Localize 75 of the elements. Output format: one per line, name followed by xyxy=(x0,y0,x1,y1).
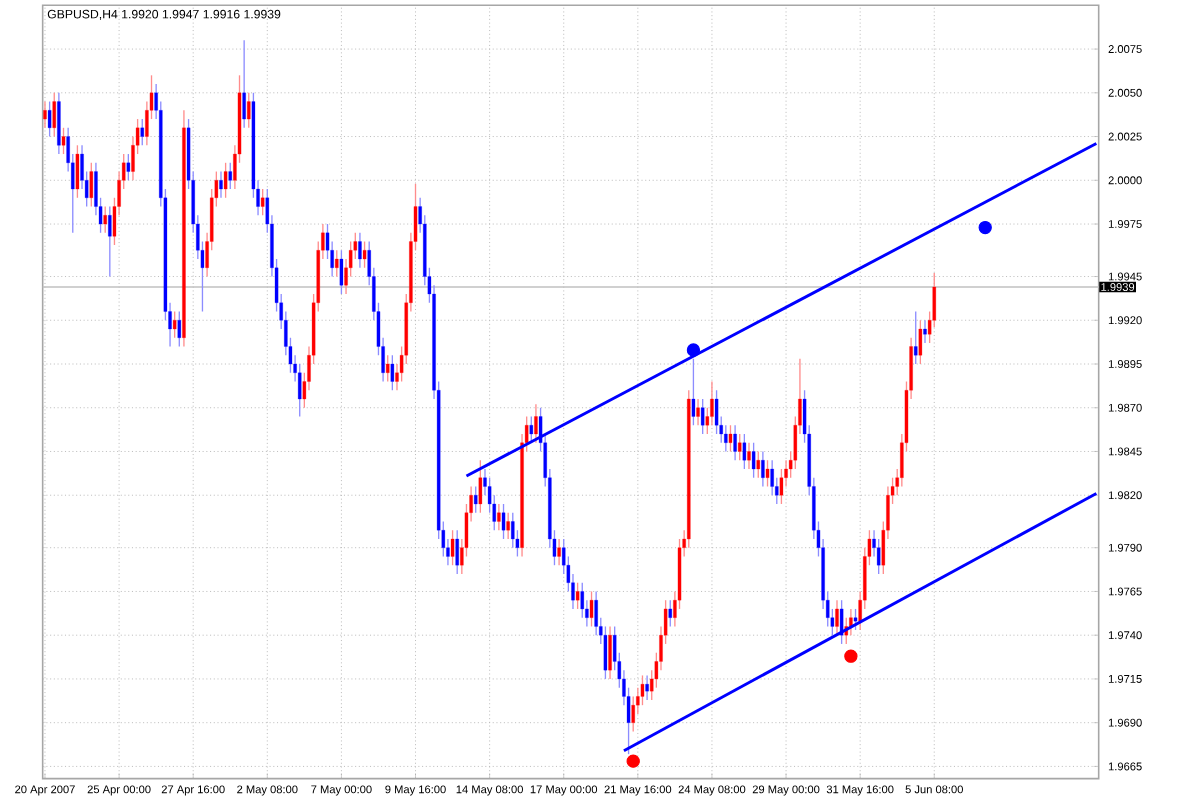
point xyxy=(978,220,992,235)
candlestick xyxy=(751,442,756,479)
candlestick xyxy=(603,625,608,680)
candlestick xyxy=(640,674,645,706)
candlestick xyxy=(756,450,760,479)
candlestick xyxy=(779,468,784,505)
candlestick xyxy=(506,512,510,540)
candlestick xyxy=(89,162,94,208)
candlestick xyxy=(298,363,302,418)
candlestick xyxy=(57,92,61,155)
candlestick xyxy=(52,92,56,138)
candlestick xyxy=(219,170,223,199)
point xyxy=(844,649,858,663)
candlestick xyxy=(645,674,649,701)
point xyxy=(626,754,640,768)
candlestick xyxy=(918,319,923,365)
candlestick xyxy=(923,319,927,344)
candlestick xyxy=(386,354,390,383)
candlestick xyxy=(914,310,918,365)
candlestick xyxy=(61,127,66,155)
candlestick xyxy=(339,249,344,295)
candlestick xyxy=(839,599,844,645)
candlestick xyxy=(580,582,584,619)
candlestick xyxy=(557,538,561,566)
candlestick xyxy=(714,389,719,435)
candlestick xyxy=(474,485,478,514)
candlestick xyxy=(738,433,742,461)
candlestick xyxy=(247,92,251,129)
candlestick xyxy=(450,529,455,566)
candlestick xyxy=(835,599,839,636)
candlestick xyxy=(733,424,737,461)
candlestick xyxy=(594,590,598,636)
candlestick xyxy=(75,144,80,199)
candlestick xyxy=(455,529,459,575)
candlestick xyxy=(126,153,131,181)
candlestick xyxy=(47,100,52,138)
point xyxy=(686,343,701,357)
candlestick xyxy=(362,240,367,269)
candlestick xyxy=(631,695,635,733)
candlestick xyxy=(728,424,733,453)
candlestick xyxy=(529,415,534,444)
candlestick xyxy=(608,625,612,680)
candlestick xyxy=(140,118,144,146)
candlestick xyxy=(497,503,501,531)
candlestick xyxy=(765,459,770,488)
candlestick xyxy=(589,590,594,628)
candlestick xyxy=(358,232,362,269)
candlestick xyxy=(724,424,728,453)
candlestick xyxy=(853,608,858,631)
candlestick xyxy=(103,205,107,234)
candlestick xyxy=(177,310,182,348)
candlestick xyxy=(223,162,228,199)
candlestick xyxy=(770,459,774,496)
candlestick xyxy=(668,599,672,628)
candlestick xyxy=(710,380,714,426)
candlestick xyxy=(228,162,232,190)
candlestick xyxy=(335,249,339,278)
candlestick xyxy=(747,442,751,470)
candlestick xyxy=(696,398,700,426)
candlestick xyxy=(43,100,47,129)
candlestick xyxy=(849,608,853,636)
candlestick xyxy=(876,538,881,575)
candlestick xyxy=(390,354,395,391)
candlestick xyxy=(501,503,506,540)
candlestick xyxy=(172,310,177,339)
candlestick xyxy=(108,205,112,278)
candlestick xyxy=(260,188,265,216)
candlestick xyxy=(478,459,483,514)
candlestick xyxy=(742,433,747,470)
candlestick xyxy=(534,403,538,444)
candlestick xyxy=(700,398,705,435)
candlestick xyxy=(575,582,580,610)
candlestick xyxy=(242,39,246,129)
candlestick xyxy=(761,450,765,488)
candlestick xyxy=(511,512,515,549)
